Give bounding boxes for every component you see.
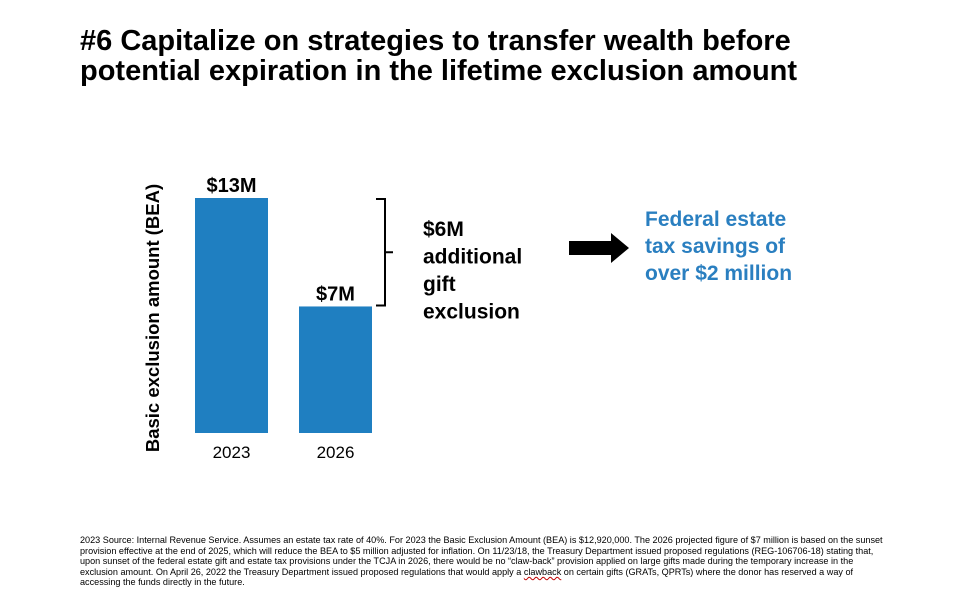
bracket-label-line-3: gift: [423, 273, 456, 296]
y-axis-label: Basic exclusion amount (BEA): [142, 184, 163, 452]
title-line-1: #6 Capitalize on strategies to transfer …: [80, 25, 791, 57]
bracket-label-line-2: additional: [423, 246, 522, 269]
x-tick-label-2023: 2023: [213, 443, 251, 462]
bracket-label-line-4: exclusion: [423, 301, 520, 324]
x-tick-label-2026: 2026: [317, 443, 355, 462]
bracket-label-line-1: $6M: [423, 218, 464, 241]
footnote-text-2: on certain gifts (GRATs, QPRTs) where th…: [80, 566, 854, 588]
page-title: #6 Capitalize on strategies to transfer …: [80, 26, 900, 86]
callout-line-1: Federal estate: [645, 208, 787, 231]
bar-chart: $13M 2023 $7M 2026 Basic exclusion amount (B…: [142, 175, 629, 462]
title-line-2: potential expiration in the lifetime exc…: [80, 55, 798, 87]
callout-line-3: over $2 million: [645, 262, 793, 285]
right-arrow-icon: [569, 233, 629, 263]
bar-2023: [195, 198, 268, 433]
footnote-text-1: 2023 Source: Internal Revenue Service. A…: [80, 535, 883, 577]
data-label-2023: $13M: [206, 175, 256, 197]
data-label-2026: $7M: [316, 283, 355, 305]
callout-text: Federal estate tax savings of over $2 mill…: [645, 206, 845, 287]
footnote: 2023 Source: Internal Revenue Service. A…: [80, 535, 892, 588]
footnote-clawback-word: clawback: [523, 566, 562, 577]
callout-line-2: tax savings of: [645, 235, 786, 258]
difference-bracket: [376, 198, 393, 307]
bar-2026: [299, 306, 372, 433]
